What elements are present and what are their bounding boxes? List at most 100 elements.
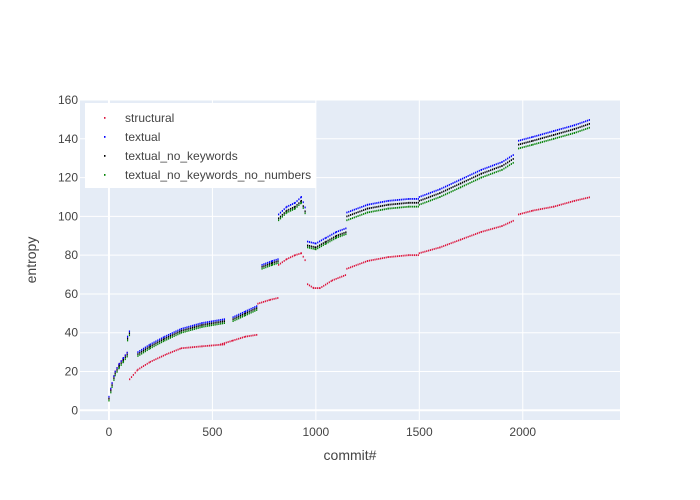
data-point [415, 254, 418, 257]
data-point [536, 142, 538, 145]
data-point [337, 234, 340, 236]
data-point [265, 262, 267, 265]
data-point [186, 326, 188, 329]
data-point [191, 328, 194, 331]
data-point [519, 213, 522, 215]
data-point [415, 198, 418, 200]
data-point [353, 265, 355, 267]
data-point [555, 129, 557, 132]
data-point [169, 335, 172, 337]
data-point [583, 197, 585, 200]
data-point [366, 260, 369, 262]
data-point [167, 333, 170, 336]
data-point [491, 172, 494, 175]
data-point [381, 204, 384, 207]
series-textual-no-keywords [108, 122, 590, 400]
data-point [141, 366, 143, 369]
data-point [364, 212, 367, 215]
data-point [184, 328, 186, 331]
data-point [291, 208, 294, 211]
data-point [312, 245, 314, 248]
data-point [355, 211, 357, 214]
data-point [114, 374, 116, 377]
data-point [518, 213, 520, 216]
data-point [350, 210, 352, 212]
data-point [293, 206, 295, 208]
data-point [577, 199, 579, 201]
data-point [316, 287, 319, 290]
data-point [575, 131, 577, 134]
data-point [231, 339, 233, 342]
data-point [278, 217, 280, 220]
data-point [519, 139, 522, 142]
data-point [534, 143, 536, 145]
data-point [575, 199, 577, 202]
data-point [529, 144, 531, 147]
data-point [164, 353, 166, 356]
data-point [385, 256, 387, 259]
data-point [495, 163, 497, 166]
x-tick-label: 500 [202, 425, 222, 439]
data-point [199, 324, 201, 327]
data-point [450, 242, 452, 245]
data-point [380, 205, 382, 208]
data-point [288, 257, 290, 260]
data-point [467, 179, 469, 181]
data-point [389, 199, 391, 202]
data-point [345, 227, 347, 230]
data-point [461, 185, 464, 188]
data-point [223, 343, 226, 346]
data-point [579, 122, 581, 125]
data-point [286, 211, 288, 214]
data-point [248, 310, 250, 313]
data-point [279, 217, 282, 220]
data-point [363, 261, 365, 264]
data-point [256, 305, 258, 308]
data-point [144, 364, 146, 366]
data-point [383, 200, 385, 203]
legend[interactable]: structural textual textual_no_keywordstext… [85, 103, 316, 188]
data-point [413, 201, 416, 204]
data-point [538, 138, 540, 141]
data-point [370, 259, 372, 262]
data-point [501, 161, 503, 163]
data-point [221, 320, 224, 323]
data-point [568, 201, 570, 204]
data-point [486, 170, 488, 173]
data-point [355, 208, 357, 210]
data-point [413, 198, 416, 200]
data-point [393, 199, 395, 202]
data-point [406, 198, 408, 200]
data-point [111, 386, 113, 388]
data-point [108, 397, 110, 400]
data-point [493, 171, 496, 174]
data-point [155, 344, 157, 347]
data-point [480, 172, 482, 175]
data-point [333, 238, 335, 241]
data-point [456, 180, 458, 183]
data-point [248, 335, 250, 337]
data-point [175, 349, 177, 352]
data-point [363, 213, 365, 215]
data-point [328, 281, 330, 284]
data-point [507, 222, 509, 225]
data-point [549, 138, 551, 141]
data-point [443, 245, 445, 247]
data-point [400, 198, 402, 201]
data-point [315, 287, 317, 290]
data-point [257, 302, 259, 305]
data-point [166, 353, 168, 355]
data-point [353, 208, 355, 211]
data-point [298, 198, 300, 201]
data-point [335, 230, 338, 233]
data-point [205, 321, 207, 324]
data-point [122, 360, 125, 363]
data-point [482, 175, 484, 178]
data-point [461, 181, 464, 184]
data-point [323, 284, 325, 287]
data-point [218, 323, 220, 325]
data-point [142, 351, 145, 354]
data-point [364, 208, 367, 211]
data-point [443, 194, 445, 197]
data-point [236, 316, 238, 319]
